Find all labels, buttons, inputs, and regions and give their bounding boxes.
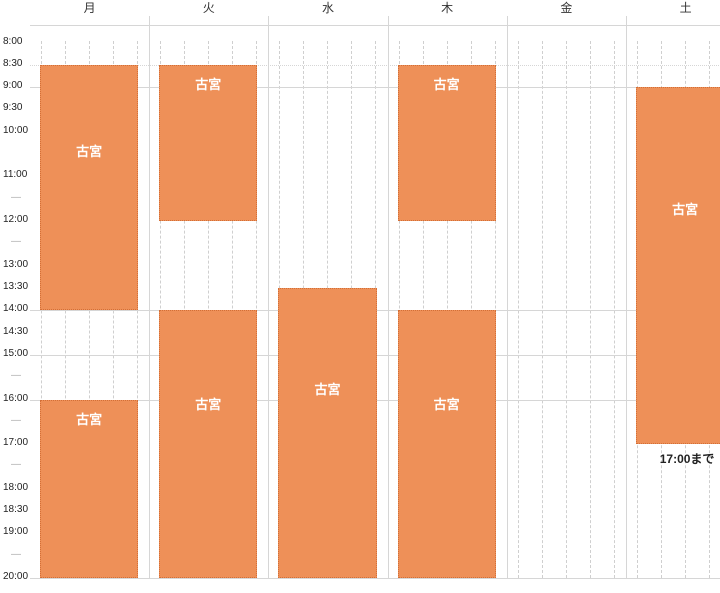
time-label: — <box>11 236 21 248</box>
time-label: — <box>11 548 21 560</box>
subcolumn-guide <box>589 40 591 578</box>
subcolumn-guide <box>256 40 258 578</box>
subcolumn-guide <box>446 40 448 578</box>
shift-block[interactable]: 古宮 <box>636 87 720 445</box>
time-label: 20:00 <box>3 571 29 582</box>
shift-block[interactable]: 古宮 <box>397 64 496 221</box>
shift-block-label: 古宮 <box>433 76 460 92</box>
day-header-4: 金 <box>560 1 573 15</box>
time-label: 18:30 <box>3 504 29 516</box>
time-label: 12:00 <box>3 214 29 225</box>
shift-block-label: 古宮 <box>76 411 103 427</box>
column-divider <box>387 16 389 578</box>
header-divider <box>30 25 720 26</box>
shift-block-label: 古宮 <box>195 396 222 412</box>
subcolumn-guide <box>398 40 400 578</box>
shift-block-label: 古宮 <box>433 396 460 412</box>
time-label: 9:00 <box>3 80 23 92</box>
shift-block-label: 古宮 <box>314 381 341 397</box>
shift-block-label: 古宮 <box>195 76 222 92</box>
column-divider <box>506 16 508 578</box>
time-label: — <box>11 191 21 203</box>
subcolumn-guide <box>613 40 615 578</box>
subcolumn-guide <box>232 40 234 578</box>
time-gridline <box>30 578 720 579</box>
subcolumn-guide <box>184 40 186 578</box>
subcolumn-guide <box>422 40 424 578</box>
day-header-3: 木 <box>441 1 454 15</box>
time-label: 9:30 <box>3 102 23 114</box>
time-label: 15:00 <box>3 347 29 359</box>
shift-block[interactable]: 古宮 <box>397 310 496 578</box>
time-label: 14:00 <box>3 303 29 315</box>
time-label: 11:00 <box>3 169 28 181</box>
time-label: 14:30 <box>3 325 29 337</box>
time-label: 8:00 <box>3 35 23 47</box>
subcolumn-guide <box>208 40 210 578</box>
end-time-note: 17:00まで <box>659 452 715 467</box>
time-label: — <box>11 459 21 471</box>
subcolumn-guide <box>494 40 496 578</box>
shift-block[interactable]: 古宮 <box>278 287 377 578</box>
time-label: 18:00 <box>3 481 29 493</box>
column-divider <box>268 16 270 578</box>
time-label: — <box>11 370 21 382</box>
shift-block[interactable]: 古宮 <box>159 64 258 221</box>
subcolumn-guide <box>565 40 567 578</box>
column-divider <box>149 16 151 578</box>
time-label: 16:00 <box>3 392 29 404</box>
time-label: — <box>11 414 21 426</box>
subcolumn-guide <box>470 40 472 578</box>
shift-block[interactable]: 古宮 <box>40 399 139 578</box>
subcolumn-guide <box>160 40 162 578</box>
time-gridline <box>30 64 720 66</box>
shift-block-label: 古宮 <box>672 202 699 218</box>
shift-block[interactable]: 古宮 <box>40 64 139 311</box>
subcolumn-guide <box>517 40 519 578</box>
time-label: 13:00 <box>3 258 29 270</box>
subcolumn-guide <box>541 40 543 578</box>
time-label: 17:00 <box>3 437 29 449</box>
time-label: 10:00 <box>3 124 29 136</box>
day-header-2: 水 <box>321 1 334 15</box>
column-divider <box>626 16 627 578</box>
time-label: 8:30 <box>3 57 23 69</box>
shift-block-label: 古宮 <box>76 144 103 160</box>
day-header-0: 月 <box>83 1 96 15</box>
time-label: 19:00 <box>3 526 29 538</box>
day-header-5: 土 <box>679 1 692 15</box>
day-header-1: 火 <box>202 1 215 15</box>
time-label: 13:30 <box>3 280 29 292</box>
time-gridline <box>30 87 720 89</box>
shift-block[interactable]: 古宮 <box>159 310 258 578</box>
